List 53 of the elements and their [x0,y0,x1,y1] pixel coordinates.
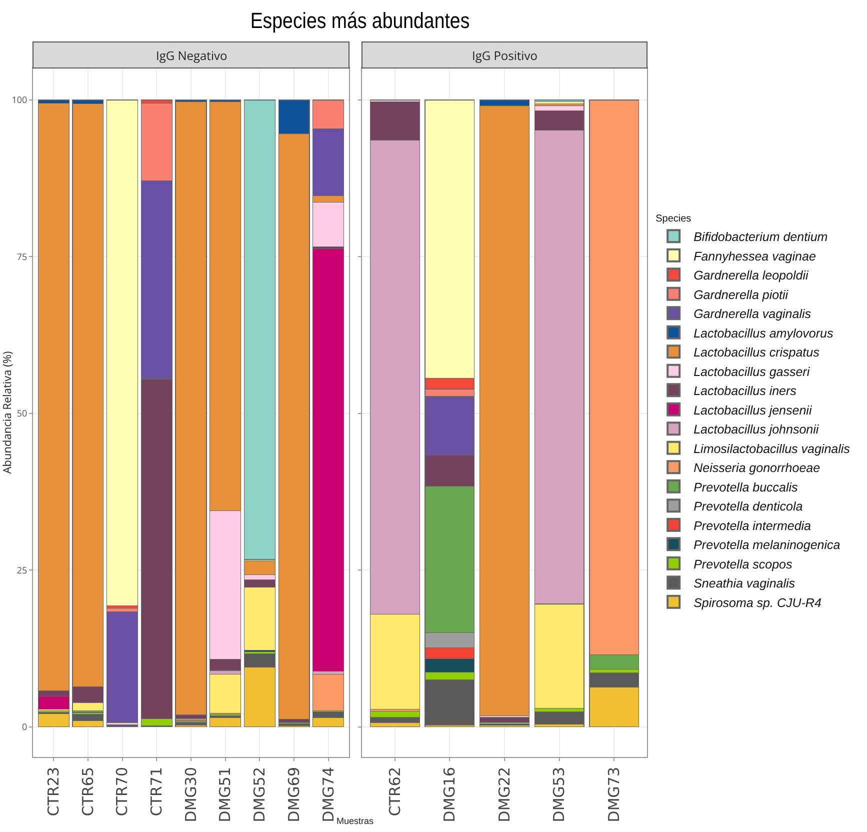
x-tick-label: DMG69 [284,767,303,822]
x-axis-title: Muestras [336,816,374,826]
legend-label: Gardnerella piotii [694,288,790,302]
legend-label: Neisseria gonorrhoeae [694,461,820,475]
x-tick-label: CTR23 [44,767,62,816]
legend-label: Lactobacillus johnsonii [694,422,820,436]
legend-label: Sneathia vaginalis [694,576,796,590]
legend-title: Species [656,214,692,224]
y-tick-label: 100 [12,93,28,106]
bar [312,248,344,672]
bar [534,712,584,725]
x-tick-label: CTR70 [113,767,132,816]
legend-label: Prevotella melaninogenica [694,538,840,552]
legend-label: Gardnerella vaginalis [694,307,812,321]
y-tick-label: 75 [16,250,28,263]
bar [210,717,242,728]
legend-label: Prevotella denticola [694,500,803,514]
legend-label: Limosilactobacillus vaginalis [694,442,850,456]
legend-label: Prevotella scopos [694,557,792,572]
y-tick-label: 50 [16,406,28,420]
x-tick-label: DMG16 [440,767,459,822]
legend-label: Lactobacillus iners [694,384,796,398]
legend-label: Bifidobacterium dentium [694,230,828,244]
bar [210,674,242,714]
legend-label: Lactobacillus gasseri [694,364,811,379]
x-tick-label: DMG53 [550,767,568,822]
x-tick-label: CTR71 [148,767,166,816]
bar [175,102,207,716]
x-tick-label: DMG74 [319,767,338,822]
legend-label: Gardnerella leopoldii [694,268,810,282]
x-tick-label: DMG73 [604,767,623,822]
x-tick-label: CTR62 [386,767,404,816]
legend-label: Prevotella buccalis [694,480,798,494]
x-tick-label: CTR65 [78,767,97,816]
x-tick-label: DMG30 [182,767,200,822]
legend-label: Lactobacillus crispatus [694,346,820,360]
y-tick-label: 0 [22,720,28,734]
y-axis-title: Abundancia Relativa (%) [0,351,15,474]
bar [106,611,138,723]
legend-label: Prevotella intermedia [694,518,812,533]
legend-label: Fannyhessea vaginae [694,249,816,264]
x-tick-label: DMG51 [216,767,234,822]
y-tick-label: 25 [16,563,28,576]
bar [38,713,70,728]
legend-label: Lactobacillus jensenii [694,403,813,418]
bar [106,100,138,606]
x-tick-label: DMG22 [495,767,514,822]
chart-title: Especies más abundantes [249,8,471,34]
chart-subtitle: IgG Positivo [472,47,538,64]
chart-subtitle: IgG Negativo [156,47,228,64]
legend-label: Lactobacillus amylovorus [694,326,834,340]
legend-label: Spirosoma sp. CJU-R4 [694,596,822,610]
x-tick-label: DMG52 [250,767,269,822]
